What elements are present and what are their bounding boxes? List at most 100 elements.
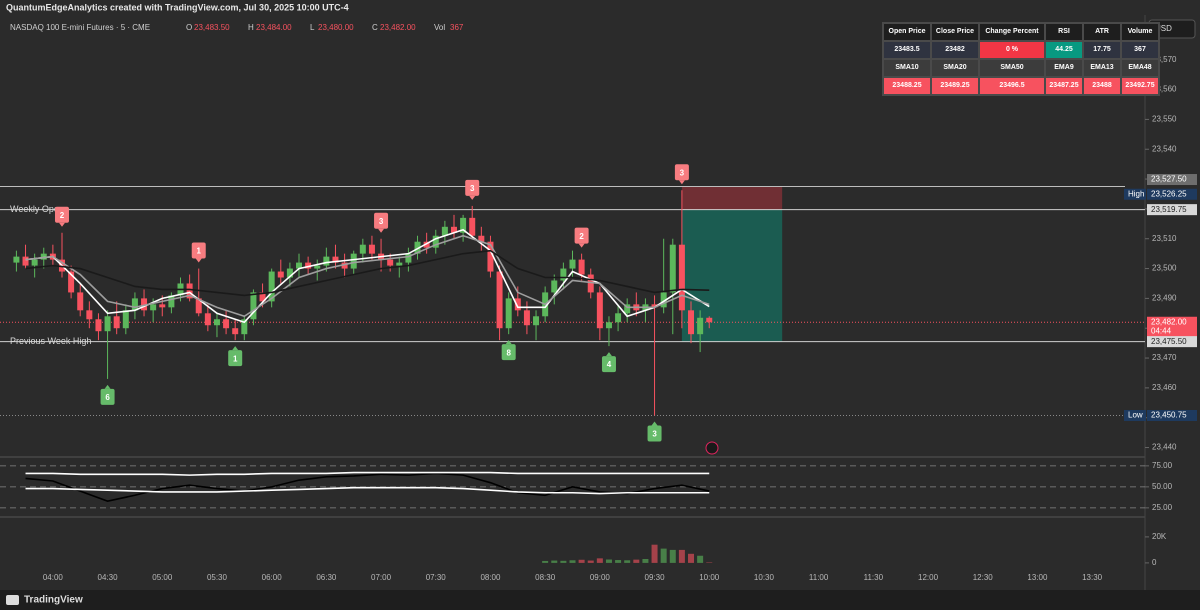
candle-body: [314, 265, 321, 269]
signal-pointer: [678, 180, 685, 185]
candle-body: [624, 304, 631, 314]
ohlc-value: 23,484.00: [256, 23, 292, 32]
price-label: 23,526.25: [1151, 189, 1187, 198]
x-tick-label: 05:30: [207, 573, 228, 582]
candle-body: [478, 235, 485, 242]
y-tick-label: 23,490: [1152, 293, 1177, 302]
y-tick-label: 50.00: [1152, 482, 1173, 491]
candle-body: [469, 217, 476, 236]
signal-badge: [647, 425, 662, 442]
candle-body: [350, 253, 357, 269]
candle-body: [323, 256, 330, 266]
volume-bar: [660, 548, 667, 563]
candle-body: [22, 256, 29, 266]
table-cell: Open Price: [884, 24, 930, 40]
candle-body: [122, 310, 129, 329]
signal-pointer: [651, 421, 658, 426]
signal-badge: [501, 344, 516, 361]
info-table: Open Price Close Price Change Percent RSI AT…: [882, 22, 1160, 96]
price-tag: High: [1128, 189, 1144, 198]
x-tick-label: 07:00: [371, 573, 392, 582]
candle-body: [277, 271, 284, 278]
signal-pointer: [505, 340, 512, 345]
x-tick-label: 06:30: [316, 573, 337, 582]
signal-badge: [574, 227, 589, 244]
table-cell: EMA9: [1046, 60, 1082, 76]
candle-body: [514, 298, 521, 311]
x-tick-label: 08:30: [535, 573, 556, 582]
y-tick-label: 20K: [1152, 532, 1167, 541]
candle-body: [396, 262, 403, 266]
table-cell: 23487.25: [1046, 78, 1082, 94]
table-cell: Volume: [1122, 24, 1158, 40]
price-label-box: [1147, 204, 1197, 216]
x-tick-label: 10:00: [699, 573, 720, 582]
candle-body: [450, 226, 457, 233]
y-tick-label: 23,440: [1152, 443, 1177, 452]
table-cell: EMA48: [1122, 60, 1158, 76]
candle-body: [150, 304, 157, 311]
table-cell: Close Price: [932, 24, 978, 40]
series-line: [25, 471, 710, 476]
signal-badge: [674, 164, 689, 181]
candle-body: [31, 259, 38, 266]
volume-key: Vol: [434, 23, 445, 32]
candle-body: [660, 292, 667, 308]
x-tick-label: 04:30: [98, 573, 119, 582]
event-icon[interactable]: [705, 441, 719, 455]
ohlc-value: 23,480.00: [318, 23, 354, 32]
candle-body: [533, 316, 540, 326]
price-label-box: [1147, 188, 1197, 200]
price-label-box: [1147, 316, 1197, 337]
candle-body: [569, 259, 576, 269]
candle-body: [596, 292, 603, 329]
x-tick-label: 11:30: [864, 573, 884, 582]
x-tick-label: 12:30: [973, 573, 994, 582]
y-tick-label: 23,560: [1152, 85, 1177, 94]
candle-body: [13, 256, 20, 263]
ohlc-key: H: [248, 23, 254, 32]
signal-pointer: [469, 195, 476, 200]
x-tick-label: 04:00: [43, 573, 64, 582]
signal-label: 1: [197, 247, 202, 256]
volume-bar: [578, 559, 585, 563]
brand: TradingView: [24, 595, 83, 606]
footer-bar: [0, 590, 1200, 610]
signal-label: 1: [233, 354, 238, 363]
volume-bar: [560, 560, 567, 563]
volume-bar: [587, 560, 594, 563]
table-cell: 23492.75: [1122, 78, 1158, 94]
volume-bar: [605, 559, 612, 563]
candle-body: [305, 262, 312, 269]
volume-bar: [633, 559, 640, 563]
y-tick-label: 23,460: [1152, 383, 1177, 392]
table-cell: SMA50: [980, 60, 1044, 76]
candle-body: [250, 292, 257, 320]
candle-body: [259, 292, 266, 302]
y-tick-label: 25.00: [1152, 503, 1173, 512]
signal-label: 2: [579, 232, 584, 241]
volume-value: 367: [450, 23, 464, 32]
x-tick-label: 12:00: [918, 573, 939, 582]
signal-badge: [465, 179, 480, 196]
candle-body: [68, 271, 75, 293]
price-label: 23,475.50: [1151, 337, 1187, 346]
volume-bar: [551, 560, 558, 563]
signal-badge: [54, 206, 69, 223]
volume-bar: [624, 560, 631, 563]
volume-bar: [688, 553, 695, 563]
table-cell: RSI: [1046, 24, 1082, 40]
candle-body: [286, 268, 293, 278]
ohlc-value: 23,482.00: [380, 23, 416, 32]
candle-body: [678, 244, 685, 311]
x-tick-label: 07:30: [426, 573, 447, 582]
series-line: [25, 249, 710, 297]
volume-bar: [569, 560, 576, 563]
signal-badge: [374, 212, 389, 229]
currency[interactable]: USD: [1155, 24, 1172, 33]
candle-body: [560, 268, 567, 281]
ohlc-value: 23,483.50: [194, 23, 230, 32]
price-label: 23,450.75: [1151, 411, 1187, 420]
series-line: [25, 228, 710, 324]
price-tag-box: [1124, 188, 1146, 200]
